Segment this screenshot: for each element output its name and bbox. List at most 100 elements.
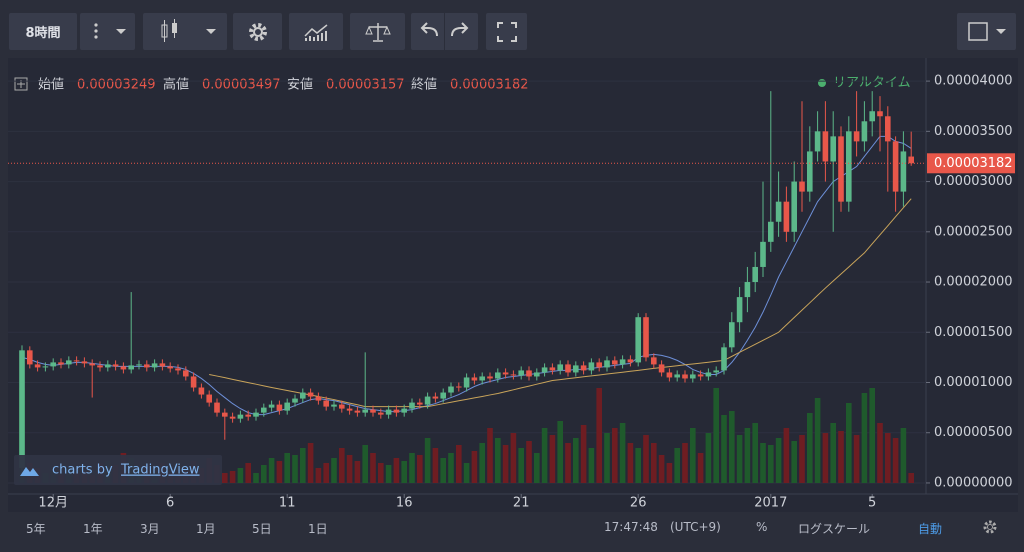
candle-body [588, 362, 595, 371]
range-button[interactable]: 1年 [83, 522, 103, 536]
candle-body [198, 387, 205, 395]
watermark-box[interactable] [14, 455, 222, 485]
timezone[interactable]: (UTC+9) [670, 520, 721, 534]
volume-bar [331, 458, 337, 483]
volume-bar [643, 435, 649, 483]
menu-button[interactable] [80, 13, 135, 50]
percent-toggle[interactable]: % [756, 520, 768, 534]
candle-body [81, 361, 88, 364]
interval-button[interactable]: 8時間 [9, 13, 77, 50]
volume-bar [690, 428, 696, 483]
footer-settings[interactable] [982, 519, 998, 535]
volume-bar [339, 448, 345, 483]
candle-body [128, 365, 134, 370]
log-scale-toggle[interactable]: ログスケール [798, 522, 871, 536]
candle-body [783, 201, 790, 232]
volume-bar [604, 433, 610, 483]
last-price-label: 0.00003182 [934, 156, 1013, 171]
candle-body [323, 400, 329, 407]
candle-body [409, 402, 415, 409]
legend-toggle[interactable] [14, 77, 28, 91]
candle-body [612, 360, 618, 365]
candle-body [479, 376, 485, 381]
undo-redo-icon [420, 13, 469, 50]
volume-bar [346, 455, 353, 483]
candle-body [151, 363, 158, 368]
volume-bar [237, 468, 244, 483]
candle-body [401, 408, 407, 413]
candle-body [713, 370, 719, 373]
volume-bar [596, 388, 602, 483]
y-tick-label: 0.00002500 [934, 224, 1013, 239]
candle-body [378, 412, 384, 415]
range-button[interactable]: 5日 [252, 522, 272, 536]
volume-bar [674, 448, 680, 483]
fullscreen-button[interactable] [486, 13, 527, 50]
candle-body [73, 360, 80, 362]
candle-body [346, 408, 353, 411]
candle-body [729, 322, 735, 348]
volume-bar [799, 435, 805, 483]
volume-bar [573, 438, 579, 483]
candle-icon [161, 19, 216, 42]
candle-body [471, 377, 478, 381]
candle-body [705, 372, 712, 377]
candle-body [885, 116, 891, 142]
volume-bar [877, 423, 883, 483]
x-tick-label: 6 [166, 496, 174, 511]
volume-bar [401, 461, 407, 483]
volume-bar [814, 398, 821, 483]
volume-bar [526, 441, 532, 483]
candle-body [658, 364, 665, 373]
volume-bar [456, 445, 462, 483]
volume-bar [612, 428, 618, 483]
volume-bar [783, 428, 790, 483]
volume-bar [729, 411, 735, 483]
candle-body [861, 121, 868, 142]
volume-bar [838, 431, 844, 483]
volume-bar [510, 433, 517, 483]
candle-body [417, 402, 423, 405]
volume-bar [253, 473, 259, 483]
candle-body [869, 111, 875, 122]
candle-body [175, 368, 181, 371]
candle-body [34, 364, 41, 368]
candle-body [190, 376, 197, 388]
settings-button[interactable] [233, 13, 282, 50]
volume-bar [861, 393, 868, 483]
compare-button[interactable] [350, 13, 405, 50]
volume-bar [471, 451, 478, 483]
range-button[interactable]: 3月 [140, 522, 160, 536]
x-tick-label: 16 [396, 496, 413, 511]
x-tick-label: 12月 [38, 496, 68, 511]
indicators-button[interactable] [289, 13, 343, 50]
volume-bar [760, 443, 766, 483]
candle-body [541, 367, 548, 373]
candle-body [846, 131, 852, 202]
candle-body [456, 386, 462, 388]
volume-bar [502, 445, 509, 483]
y-tick-label: 0.00004000 [934, 74, 1013, 89]
candle-body [908, 156, 914, 164]
range-button[interactable]: 5年 [26, 522, 46, 536]
range-button[interactable]: 1日 [308, 522, 328, 536]
candle-body [744, 282, 751, 298]
candle-body [237, 414, 244, 419]
volume-bar [830, 423, 836, 483]
candle-body [300, 392, 306, 399]
chart-style-button[interactable] [143, 13, 227, 50]
candle-body [526, 370, 532, 377]
layout-button[interactable] [957, 13, 1016, 50]
undo-redo[interactable] [411, 13, 478, 50]
watermark-brand[interactable]: TradingView [120, 463, 200, 478]
volume-bar [791, 441, 797, 483]
candle-body [284, 402, 290, 411]
volume-bar [853, 435, 860, 483]
volume-bar [417, 455, 423, 483]
auto-scale-toggle[interactable]: 自動 [918, 522, 943, 536]
candle-body [253, 412, 259, 417]
candle-body [814, 131, 821, 152]
range-button[interactable]: 1月 [196, 522, 216, 536]
candle-body [222, 412, 228, 417]
